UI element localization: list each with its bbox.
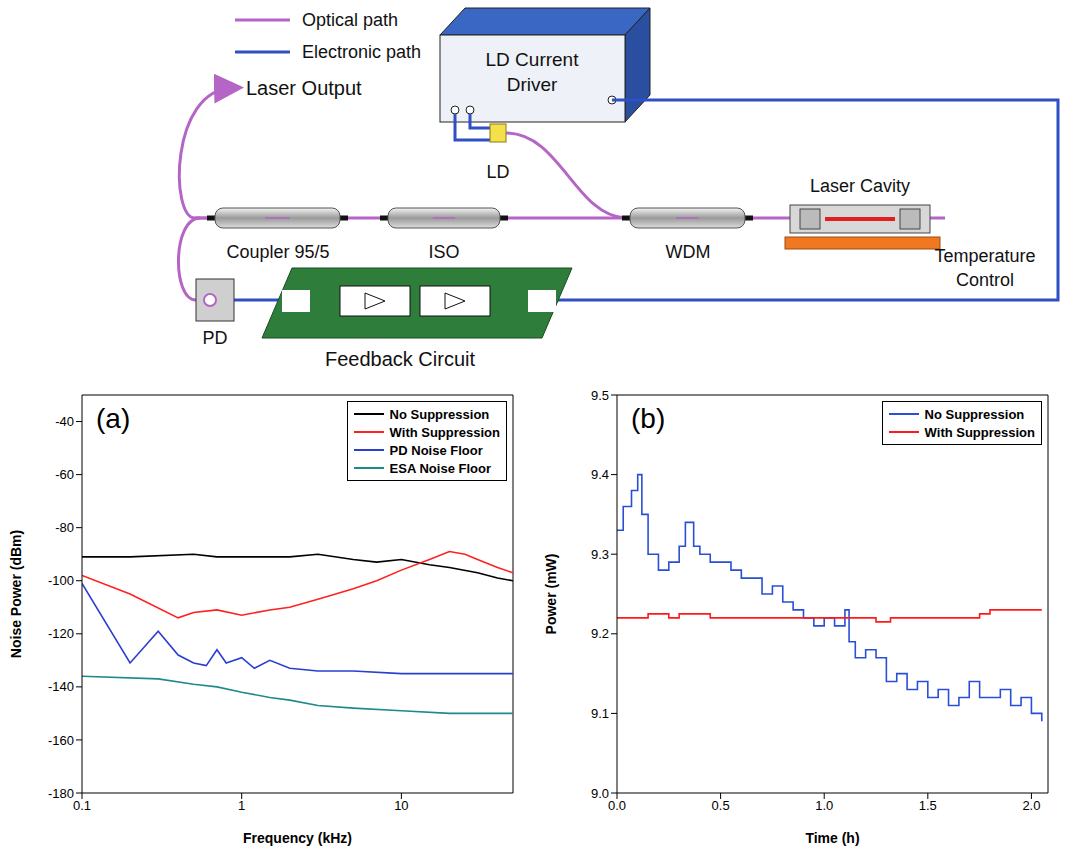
svg-text:-160: -160 (48, 733, 74, 748)
svg-text:Laser Cavity: Laser Cavity (810, 176, 910, 196)
svg-text:-140: -140 (48, 679, 74, 694)
svg-text:1.0: 1.0 (815, 798, 833, 813)
svg-text:2.0: 2.0 (1022, 798, 1040, 813)
svg-text:0.1: 0.1 (73, 798, 91, 813)
svg-text:Control: Control (956, 270, 1014, 290)
svg-text:0.0: 0.0 (608, 798, 626, 813)
svg-text:0.5: 0.5 (712, 798, 730, 813)
svg-text:9.1: 9.1 (591, 706, 609, 721)
svg-text:1: 1 (238, 798, 245, 813)
svg-text:1.5: 1.5 (919, 798, 937, 813)
html-text:No Suppression: No Suppression (924, 406, 1025, 422)
svg-text:9.5: 9.5 (591, 388, 609, 403)
svg-text:Noise Power (dBm): Noise Power (dBm) (8, 530, 24, 658)
svg-text:9.3: 9.3 (591, 547, 609, 562)
html-text:PD Noise Floor: PD Noise Floor (389, 442, 483, 458)
svg-text:Optical path: Optical path (302, 10, 398, 30)
svg-text:Driver: Driver (507, 74, 558, 95)
svg-text:9.4: 9.4 (591, 467, 609, 482)
svg-text:10: 10 (394, 798, 408, 813)
svg-text:-80: -80 (55, 520, 74, 535)
svg-text:9.0: 9.0 (591, 786, 609, 801)
svg-text:-100: -100 (48, 573, 74, 588)
svg-text:LD Current: LD Current (486, 49, 580, 70)
svg-text:LD: LD (486, 162, 509, 182)
svg-text:WDM: WDM (666, 242, 711, 262)
svg-text:-60: -60 (55, 467, 74, 482)
html-text:With Suppression: With Suppression (389, 424, 500, 440)
html-text:With Suppression: With Suppression (924, 424, 1035, 440)
svg-text:-120: -120 (48, 626, 74, 641)
svg-text:Frequency (kHz): Frequency (kHz) (243, 830, 352, 846)
svg-text:Temperature: Temperature (934, 246, 1035, 266)
html-text:(b): (b) (631, 403, 666, 434)
html-text:(a): (a) (96, 403, 131, 434)
svg-text:Power (mW): Power (mW) (543, 554, 559, 635)
svg-text:Time (h): Time (h) (805, 830, 859, 846)
svg-text:9.2: 9.2 (591, 626, 609, 641)
svg-text:Coupler 95/5: Coupler 95/5 (226, 242, 329, 262)
svg-text:-180: -180 (48, 786, 74, 801)
html-text:No Suppression: No Suppression (389, 406, 490, 422)
svg-text:ISO: ISO (428, 242, 459, 262)
html-text:ESA Noise Floor: ESA Noise Floor (389, 460, 491, 476)
svg-text:Electronic path: Electronic path (302, 42, 421, 62)
svg-text:-40: -40 (55, 414, 74, 429)
svg-text:PD: PD (202, 328, 227, 348)
svg-text:Feedback Circuit: Feedback Circuit (325, 348, 476, 370)
svg-text:Laser Output: Laser Output (246, 77, 362, 99)
